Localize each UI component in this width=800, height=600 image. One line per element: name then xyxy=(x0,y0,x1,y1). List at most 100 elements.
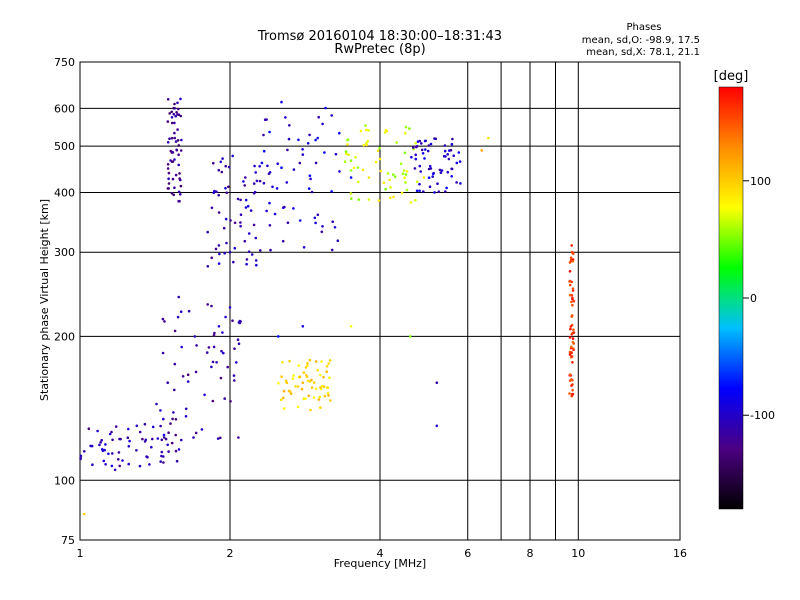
data-point xyxy=(89,444,92,448)
data-point xyxy=(319,373,322,377)
data-point xyxy=(457,151,461,154)
data-point xyxy=(280,375,283,379)
data-point xyxy=(262,181,266,185)
data-point xyxy=(310,386,314,389)
data-point xyxy=(222,351,225,355)
data-point xyxy=(306,142,310,145)
data-point xyxy=(325,365,329,368)
data-point xyxy=(173,121,176,125)
data-point xyxy=(313,216,317,220)
data-point xyxy=(357,180,360,184)
data-point xyxy=(571,392,575,396)
x-tick-label: 2 xyxy=(227,547,234,560)
data-point xyxy=(401,172,405,175)
data-point xyxy=(336,239,340,242)
data-point xyxy=(302,371,306,374)
data-point xyxy=(166,443,169,447)
y-tick-label: 600 xyxy=(54,102,75,115)
data-point xyxy=(175,148,178,152)
data-point xyxy=(301,153,305,156)
data-point xyxy=(222,226,226,230)
x-tick-labels: 1 2 4 6 8 10 16 xyxy=(77,547,688,560)
data-point xyxy=(163,320,166,323)
data-point xyxy=(245,258,249,261)
data-point xyxy=(314,138,317,142)
data-point xyxy=(167,182,171,185)
data-point xyxy=(292,207,295,210)
data-point xyxy=(235,361,238,364)
data-point xyxy=(100,438,103,442)
y-tick-label: 100 xyxy=(54,474,75,487)
data-point xyxy=(180,345,183,349)
data-point xyxy=(217,262,221,265)
data-point xyxy=(166,167,170,170)
data-point xyxy=(324,106,327,110)
data-point xyxy=(162,433,166,437)
data-point xyxy=(440,169,444,172)
data-point xyxy=(326,391,330,395)
data-point xyxy=(309,408,312,412)
data-point xyxy=(367,198,371,201)
data-point xyxy=(570,351,573,354)
data-point xyxy=(571,303,574,307)
data-point xyxy=(172,193,175,197)
data-point xyxy=(433,191,436,194)
data-point xyxy=(237,436,240,439)
data-point xyxy=(426,149,430,153)
data-point xyxy=(455,181,458,184)
data-point xyxy=(213,189,216,193)
data-point xyxy=(228,306,232,309)
data-point xyxy=(570,244,573,247)
data-point xyxy=(266,164,269,168)
data-point xyxy=(244,176,247,179)
data-point xyxy=(403,151,407,155)
y-tick-label: 500 xyxy=(54,140,75,153)
data-point xyxy=(328,376,331,380)
data-point xyxy=(422,190,425,193)
data-point xyxy=(218,252,221,256)
data-point xyxy=(487,136,490,140)
data-point xyxy=(292,374,295,377)
data-point xyxy=(207,346,211,349)
data-point xyxy=(103,448,106,452)
data-point xyxy=(170,116,174,119)
data-point xyxy=(169,159,172,162)
data-point xyxy=(414,153,418,157)
data-point xyxy=(316,213,320,217)
data-point xyxy=(254,171,257,174)
data-point xyxy=(309,177,312,181)
x-tick-label: 1 xyxy=(77,547,84,560)
data-point xyxy=(146,455,149,459)
data-point xyxy=(219,436,222,440)
data-point xyxy=(298,375,302,379)
data-point xyxy=(245,262,248,266)
data-point xyxy=(568,261,572,264)
data-point xyxy=(252,191,256,195)
data-point xyxy=(569,258,573,262)
data-point xyxy=(111,438,114,442)
data-point xyxy=(174,433,177,437)
data-point xyxy=(570,355,574,358)
data-point xyxy=(224,186,227,190)
data-point xyxy=(427,176,431,179)
data-point xyxy=(96,429,99,433)
data-point xyxy=(269,248,272,252)
data-point xyxy=(236,338,240,342)
data-point xyxy=(271,185,274,189)
data-point xyxy=(418,164,422,168)
data-point xyxy=(233,347,236,351)
data-point xyxy=(173,136,177,140)
data-point xyxy=(452,154,456,157)
data-point xyxy=(367,129,370,132)
data-point xyxy=(268,224,272,227)
data-point xyxy=(127,462,130,466)
data-point xyxy=(194,431,198,435)
data-point xyxy=(166,120,170,123)
data-point xyxy=(424,148,427,151)
data-point xyxy=(224,164,227,168)
data-point xyxy=(334,152,338,156)
data-point xyxy=(179,184,183,188)
grid xyxy=(80,62,680,540)
data-point xyxy=(314,360,318,363)
